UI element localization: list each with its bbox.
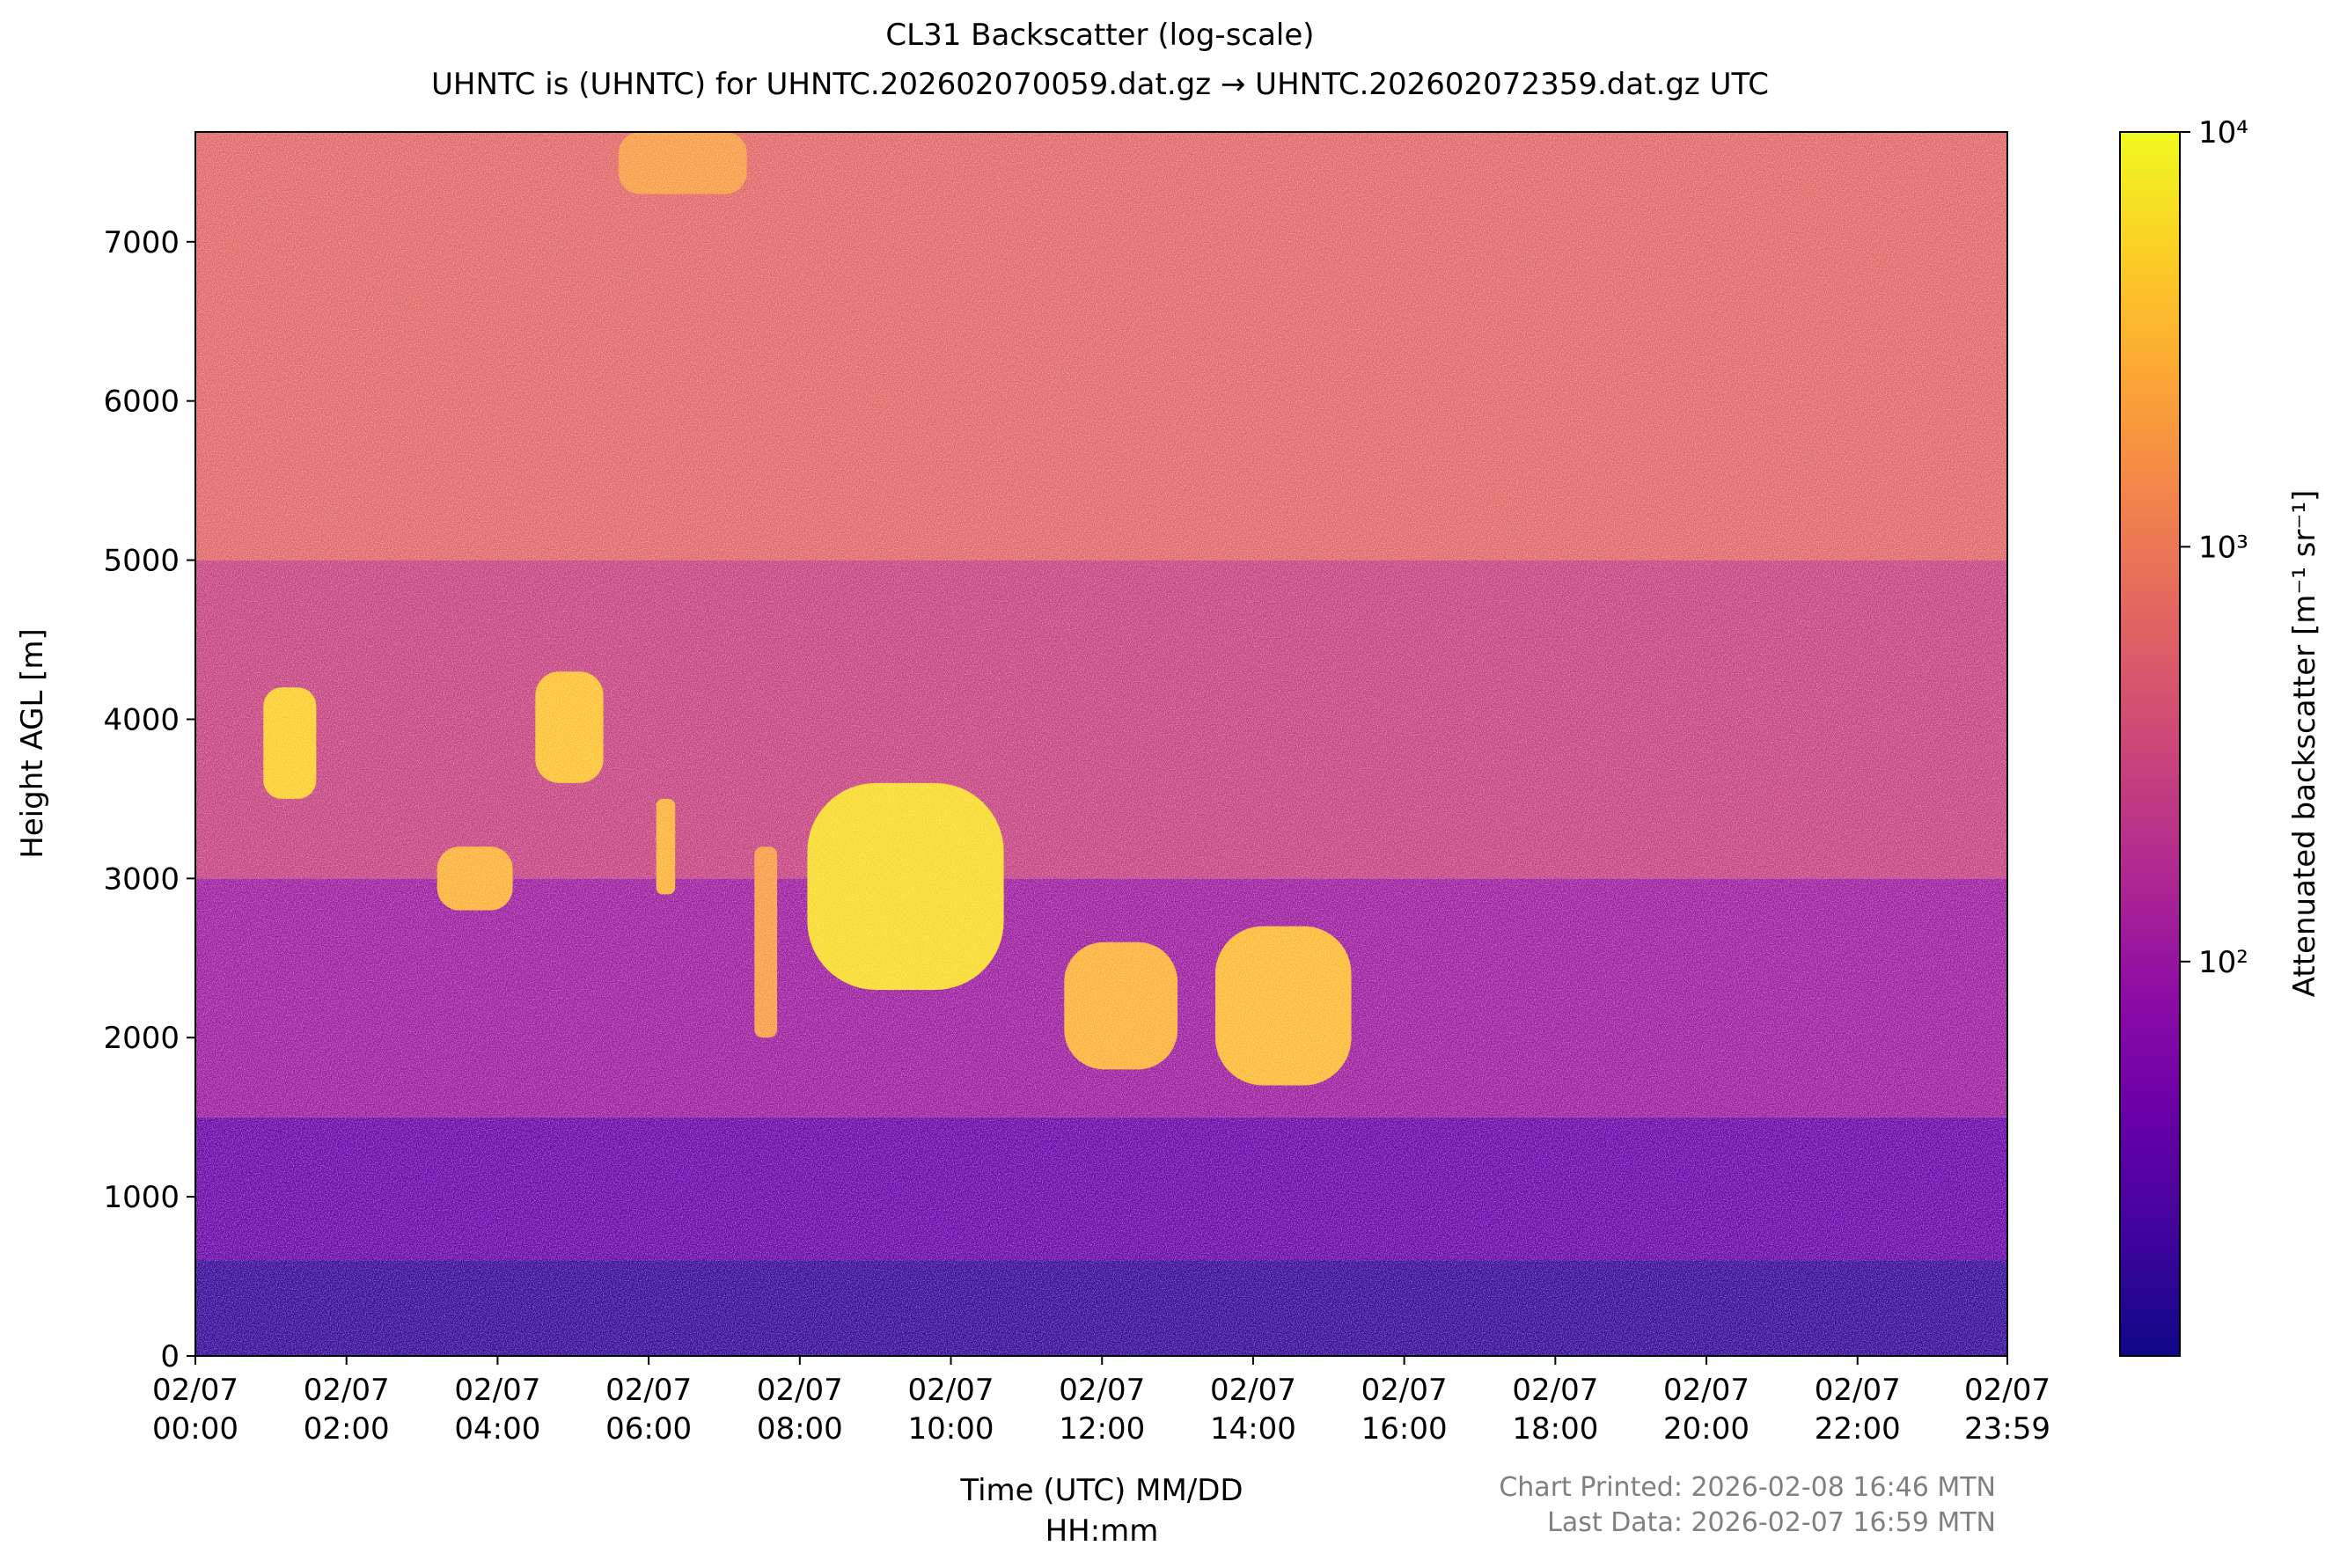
x-tick-label: 02/07 [1512, 1373, 1598, 1408]
x-tick-label: 22:00 [1815, 1411, 1901, 1447]
x-tick-label: 02/07 [757, 1373, 843, 1408]
x-tick-label: 02/07 [1815, 1373, 1901, 1408]
colorbar-label: Attenuated backscatter [m⁻¹ sr⁻¹] [2287, 490, 2322, 998]
y-axis-label: Height AGL [m] [15, 628, 50, 859]
y-tick-label: 5000 [103, 544, 180, 579]
x-tick-label: 02/07 [1964, 1373, 2050, 1408]
y-tick-label: 3000 [103, 861, 180, 897]
x-axis-label: Time (UTC) MM/DD [959, 1473, 1243, 1508]
x-tick-label: 02/07 [304, 1373, 390, 1408]
x-tick-label: 20:00 [1663, 1411, 1749, 1447]
footer-note: Chart Printed: 2026-02-08 16:46 MTN [1499, 1472, 1996, 1503]
x-tick-label: 02/07 [908, 1373, 994, 1408]
x-axis-label: HH:mm [1045, 1513, 1159, 1549]
colorbar [2119, 131, 2181, 1357]
x-tick-label: 02/07 [1361, 1373, 1448, 1408]
colorbar-tick-label: 10² [2198, 945, 2248, 980]
noise-texture [195, 132, 2007, 1356]
x-tick-label: 02/07 [1210, 1373, 1296, 1408]
x-tick-label: 16:00 [1361, 1411, 1448, 1447]
y-tick-label: 6000 [103, 385, 180, 420]
x-tick-label: 04:00 [454, 1411, 540, 1447]
y-tick-label: 7000 [103, 225, 180, 260]
x-tick-label: 10:00 [908, 1411, 994, 1447]
x-tick-label: 02/07 [454, 1373, 540, 1408]
x-tick-label: 02/07 [605, 1373, 692, 1408]
colorbar-tick-label: 10⁴ [2198, 115, 2248, 150]
x-tick-label: 08:00 [757, 1411, 843, 1447]
x-tick-label: 14:00 [1210, 1411, 1296, 1447]
y-tick-label: 4000 [103, 702, 180, 737]
x-tick-label: 18:00 [1512, 1411, 1598, 1447]
colorbar-tick-label: 10³ [2198, 530, 2248, 565]
x-tick-label: 02/07 [152, 1373, 238, 1408]
y-tick-label: 2000 [103, 1021, 180, 1056]
x-tick-label: 02/07 [1059, 1373, 1145, 1408]
x-tick-label: 23:59 [1964, 1411, 2050, 1447]
x-tick-label: 12:00 [1059, 1411, 1145, 1447]
x-tick-label: 02:00 [304, 1411, 390, 1447]
chart-subtitle: UHNTC is (UHNTC) for UHNTC.202602070059.… [431, 67, 1769, 102]
y-tick-label: 0 [160, 1339, 180, 1374]
x-tick-label: 02/07 [1663, 1373, 1749, 1408]
chart-title: CL31 Backscatter (log-scale) [885, 18, 1314, 53]
x-tick-label: 00:00 [152, 1411, 238, 1447]
y-tick-label: 1000 [103, 1180, 180, 1215]
footer-note: Last Data: 2026-02-07 16:59 MTN [1547, 1507, 1996, 1538]
x-tick-label: 06:00 [605, 1411, 692, 1447]
